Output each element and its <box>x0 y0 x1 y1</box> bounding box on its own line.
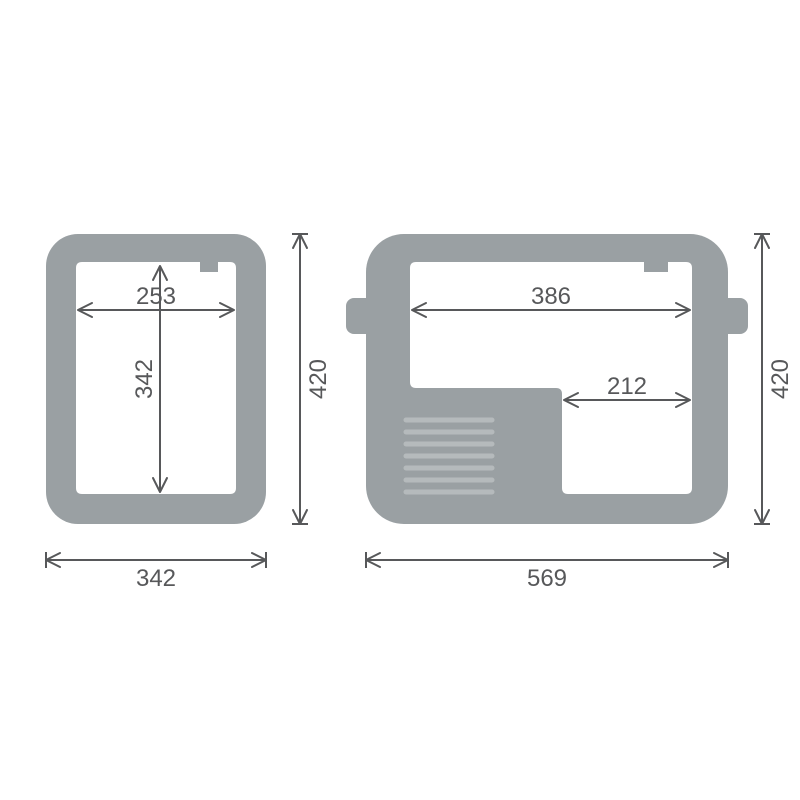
dimension-diagram: 253 342 420 342 386 212 420 569 <box>0 0 800 800</box>
svg-text:420: 420 <box>767 359 794 399</box>
svg-text:342: 342 <box>131 359 158 399</box>
svg-text:212: 212 <box>607 373 647 400</box>
svg-text:569: 569 <box>527 565 567 592</box>
right-outer-height: 420 <box>754 234 794 524</box>
left-outer-width: 342 <box>46 552 266 592</box>
svg-text:420: 420 <box>305 359 332 399</box>
svg-text:386: 386 <box>531 283 571 310</box>
right-view <box>346 234 748 524</box>
svg-text:342: 342 <box>136 565 176 592</box>
left-outer-height: 420 <box>292 234 332 524</box>
right-outer-width: 569 <box>366 552 728 592</box>
svg-text:253: 253 <box>136 283 176 310</box>
